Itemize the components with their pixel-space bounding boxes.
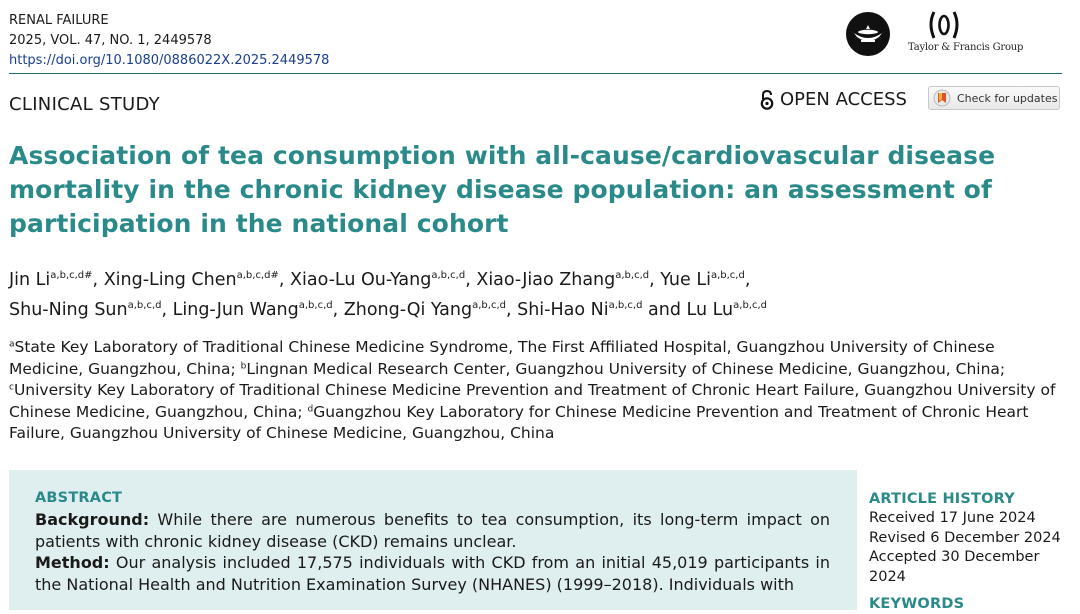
abstract-heading: ABSTRACT (35, 490, 123, 506)
author-affiliation-marker: a,b,c,d (615, 270, 650, 281)
affiliation-marker: b (240, 361, 247, 372)
author-name[interactable]: Xing-Ling Chena,b,c,d# (103, 270, 279, 290)
affiliation-marker: d (307, 404, 314, 415)
abstract-section: ABSTRACT Background: While there are num… (9, 470, 857, 610)
affiliation-text: University Key Laboratory of Traditional… (9, 381, 1056, 421)
author-separator: , (278, 270, 290, 290)
background-label: Background: (35, 510, 150, 529)
header-divider (9, 73, 1062, 74)
journal-citation: 2025, VOL. 47, NO. 1, 2449578 (9, 33, 212, 48)
author-affiliation-marker: a,b,c,d# (50, 270, 93, 281)
author-name[interactable]: Jin Lia,b,c,d# (9, 270, 93, 290)
author-separator: , (505, 300, 518, 320)
author-affiliation-marker: a,b,c,d (608, 300, 643, 311)
keywords-heading: KEYWORDS (869, 596, 965, 612)
author-name[interactable]: Xiao-Jiao Zhanga,b,c,d (476, 270, 650, 290)
affiliation-marker: a (9, 339, 15, 350)
open-access-badge: OPEN ACCESS (760, 89, 907, 110)
author-separator: , (465, 270, 477, 290)
author-separator: , (332, 300, 344, 320)
revised-date: Revised 6 December 2024 (869, 529, 1061, 546)
received-date: Received 17 June 2024 (869, 510, 1036, 526)
affiliation-text: State Key Laboratory of Traditional Chin… (9, 338, 995, 378)
author-separator: , (92, 270, 104, 290)
accepted-date: Accepted 30 December 2024 (869, 549, 1040, 585)
author-affiliation-marker: a,b,c,d (127, 300, 162, 311)
author-name[interactable]: Yue Lia,b,c,d (660, 270, 745, 290)
author-affiliation-marker: a,b,c,d (431, 270, 466, 281)
author-list: Jin Lia,b,c,d#, Xing-Ling Chena,b,c,d#, … (9, 265, 1069, 325)
author-affiliation-marker: a,b,c,d (733, 300, 768, 311)
article-history-heading: ARTICLE HISTORY (869, 491, 1015, 507)
publisher-name: Taylor & Francis Group (908, 42, 1024, 53)
author-name[interactable]: Lu Lua,b,c,d (686, 300, 768, 320)
author-name[interactable]: Shi-Hao Nia,b,c,d (517, 300, 643, 320)
lamp-icon (846, 12, 890, 56)
author-separator: , (161, 300, 173, 320)
author-affiliation-marker: a,b,c,d# (236, 270, 279, 281)
method-text: Our analysis included 17,575 individuals… (35, 553, 830, 594)
open-access-label: OPEN ACCESS (780, 89, 907, 110)
article-history: ARTICLE HISTORY Received 17 June 2024 Re… (869, 489, 1069, 614)
check-for-updates-button[interactable]: Check for updates (928, 86, 1060, 110)
author-name[interactable]: Ling-Jun Wanga,b,c,d (172, 300, 333, 320)
crossmark-icon (933, 89, 951, 107)
author-separator: and (642, 300, 687, 320)
author-name[interactable]: Zhong-Qi Yanga,b,c,d (343, 300, 506, 320)
open-lock-icon (760, 89, 774, 110)
author-affiliation-marker: a,b,c,d (472, 300, 506, 311)
check-for-updates-label: Check for updates (957, 91, 1058, 105)
doi-link[interactable]: https://doi.org/10.1080/0886022X.2025.24… (9, 53, 330, 68)
affiliation-text: Lingnan Medical Research Center, Guangzh… (246, 359, 1006, 378)
author-affiliation-marker: a,b,c,d (298, 300, 333, 311)
journal-info: RENAL FAILURE 2025, VOL. 47, NO. 1, 2449… (9, 11, 329, 71)
abstract-body: Background: While there are numerous ben… (35, 509, 830, 595)
article-title: Association of tea consumption with all-… (9, 141, 996, 238)
affiliation-marker: c (9, 382, 14, 393)
affiliation-text: Guangzhou Key Laboratory for Chinese Med… (9, 402, 1029, 443)
affiliations: aState Key Laboratory of Traditional Chi… (9, 337, 1071, 445)
study-type: CLINICAL STUDY (9, 94, 160, 115)
publisher-mark-icon (929, 11, 959, 39)
publisher-logo[interactable]: Taylor & Francis Group (842, 6, 1072, 66)
author-name[interactable]: Shu-Ning Suna,b,c,d (9, 300, 162, 320)
author-affiliation-marker: a,b,c,d (710, 270, 745, 281)
author-separator: , (649, 270, 661, 290)
journal-name: RENAL FAILURE (9, 13, 109, 28)
method-label: Method: (35, 553, 110, 572)
author-separator: , (744, 270, 751, 290)
background-text: While there are numerous benefits to tea… (35, 510, 830, 551)
author-name[interactable]: Xiao-Lu Ou-Yanga,b,c,d (290, 270, 466, 290)
